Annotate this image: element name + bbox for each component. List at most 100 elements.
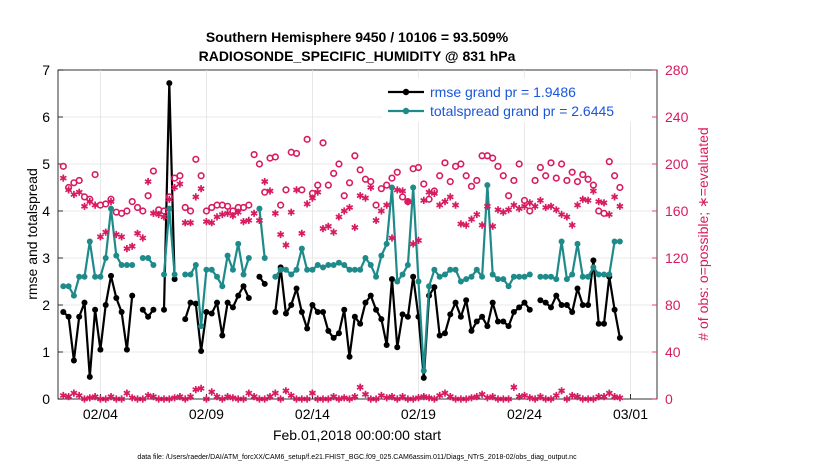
data-point (431, 284, 438, 291)
data-point (330, 262, 337, 269)
evaluated-marker (287, 208, 295, 216)
data-point (86, 238, 93, 245)
evaluated-marker (287, 391, 295, 400)
evaluated-marker (340, 207, 348, 215)
chart-subtitle: RADIOSONDE_SPECIFIC_HUMIDITY @ 831 hPa (199, 48, 516, 64)
possible-marker (245, 201, 253, 209)
possible-marker (616, 183, 624, 192)
data-point (304, 325, 311, 332)
evaluated-marker (271, 209, 279, 217)
data-point (378, 252, 385, 259)
evaluated-marker (510, 383, 518, 391)
evaluated-marker (526, 394, 534, 402)
possible-marker (547, 159, 555, 167)
possible-marker (181, 203, 189, 212)
data-point (367, 262, 374, 269)
possible-marker (319, 139, 327, 147)
evaluated-marker (526, 199, 534, 207)
data-point (293, 266, 300, 273)
possible-marker (568, 168, 576, 176)
data-point (108, 205, 115, 212)
evaluated-marker (430, 189, 438, 197)
y-tick-label: 3 (42, 250, 50, 266)
evaluated-marker (616, 202, 624, 210)
evaluated-marker (573, 201, 582, 209)
evaluated-marker (605, 389, 613, 397)
data-point (505, 283, 512, 290)
possible-marker (192, 155, 200, 163)
possible-marker (383, 181, 391, 189)
data-point (92, 273, 99, 280)
possible-marker (282, 186, 290, 194)
data-point (399, 311, 406, 318)
data-point (145, 313, 152, 320)
evaluated-marker (505, 395, 513, 403)
evaluated-marker (351, 223, 359, 231)
data-point (198, 348, 205, 355)
y-tick-label: 2 (42, 297, 50, 313)
evaluated-marker (536, 196, 544, 204)
data-point (102, 255, 109, 261)
data-point (320, 309, 327, 316)
evaluated-marker (372, 395, 380, 403)
series-line (258, 208, 266, 259)
data-point (171, 276, 178, 283)
evaluated-marker (568, 391, 576, 400)
evaluated-marker (457, 220, 465, 228)
evaluated-marker (515, 393, 523, 401)
evaluated-marker (245, 389, 253, 397)
data-point (436, 332, 443, 339)
evaluated-marker (192, 193, 200, 201)
evaluated-marker (303, 395, 311, 403)
data-point (521, 299, 528, 306)
possible-marker (59, 162, 67, 170)
evaluated-marker (80, 395, 89, 403)
evaluated-marker (547, 395, 555, 403)
possible-marker (224, 202, 232, 210)
evaluated-marker (441, 198, 449, 206)
data-point (452, 299, 459, 306)
data-point (214, 273, 221, 280)
evaluated-marker (595, 198, 603, 206)
data-point (320, 264, 327, 271)
data-point (606, 271, 613, 278)
evaluated-marker (505, 206, 513, 214)
possible-marker (499, 172, 507, 180)
data-point (60, 283, 67, 290)
data-point (558, 238, 565, 245)
evaluated-marker (107, 198, 115, 206)
possible-marker (446, 178, 454, 186)
possible-marker (536, 163, 544, 172)
y2-tick-label: 80 (665, 297, 681, 313)
evaluated-marker (441, 389, 449, 397)
possible-marker (573, 178, 582, 186)
data-point (139, 255, 146, 261)
data-point (516, 273, 523, 280)
data-point (542, 299, 549, 306)
data-point (547, 304, 554, 311)
evaluated-marker (436, 201, 444, 209)
evaluated-marker (462, 395, 470, 403)
data-point (272, 309, 279, 316)
evaluated-marker (118, 395, 126, 403)
series-possible (59, 135, 624, 217)
evaluated-marker (345, 203, 354, 212)
data-point (553, 292, 560, 299)
data-point (415, 278, 422, 285)
possible-marker (510, 176, 518, 185)
data-point (261, 255, 268, 261)
data-point (452, 266, 459, 273)
x-tick-label: 02/24 (507, 406, 542, 422)
data-point (404, 262, 411, 269)
data-point (585, 302, 592, 308)
evaluated-marker (271, 389, 279, 397)
data-point (203, 309, 210, 316)
evaluated-marker (383, 201, 391, 209)
data-point (118, 309, 125, 316)
evaluated-marker (611, 193, 619, 201)
legend-rmse-label: rmse grand pr = 1.9486 (430, 84, 576, 100)
possible-marker (144, 192, 152, 200)
data-point (208, 266, 215, 273)
data-point (76, 273, 83, 280)
evaluated-marker (383, 394, 391, 402)
